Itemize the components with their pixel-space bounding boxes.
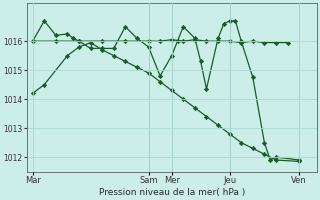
X-axis label: Pression niveau de la mer( hPa ): Pression niveau de la mer( hPa ): [99, 188, 245, 197]
